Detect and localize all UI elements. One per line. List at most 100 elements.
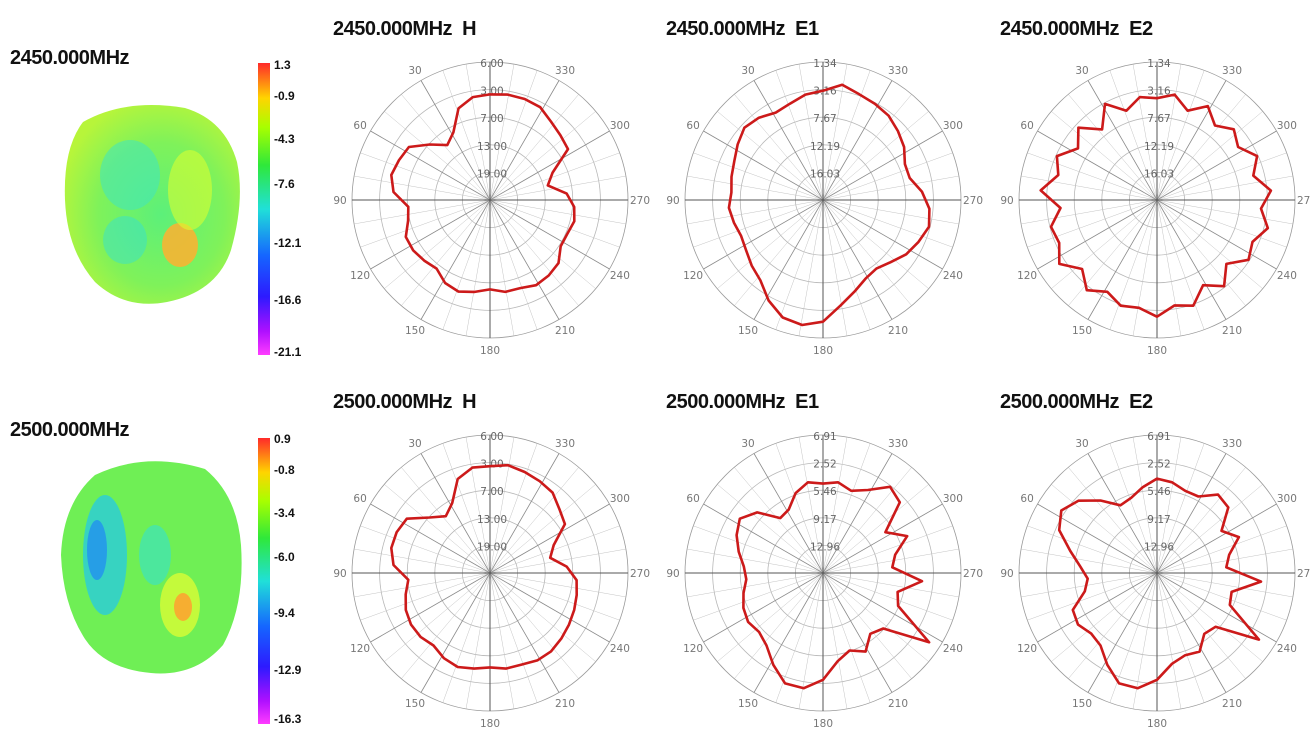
radial-tick-label: 6.91 [1147, 431, 1170, 443]
grid-spoke [822, 467, 912, 574]
grid-spoke [489, 80, 560, 201]
grid-spoke [370, 503, 491, 574]
grid-spoke [370, 130, 491, 201]
frequency-title: 2500.000MHz [10, 419, 130, 441]
colorbar-tick-label: -3.4 [274, 506, 295, 520]
heatmap-hot-region [174, 593, 192, 621]
grid-spoke [1156, 572, 1293, 598]
angle-tick-label: 150 [738, 698, 758, 710]
grid-spoke [822, 437, 848, 574]
grid-spoke [354, 199, 491, 225]
grid-spoke [360, 525, 491, 574]
heatmap-hot-region [162, 223, 198, 267]
grid-spoke [687, 572, 824, 598]
grid-spoke [1156, 199, 1277, 270]
grid-spoke [465, 199, 491, 336]
angle-tick-label: 330 [888, 438, 908, 450]
surface-heatmap [61, 461, 242, 674]
angle-tick-label: 330 [1222, 438, 1242, 450]
grid-spoke [1156, 152, 1287, 201]
grid-spoke [822, 70, 871, 201]
grid-spoke [1156, 199, 1227, 320]
polar-title: 2500.000MHz E2 [1000, 391, 1153, 413]
grid-spoke [753, 572, 824, 693]
grid-spoke [1027, 572, 1158, 621]
grid-spoke [703, 503, 824, 574]
heatmap-surface [64, 105, 240, 304]
angle-tick-label: 30 [741, 438, 754, 450]
angle-tick-label: 60 [1020, 120, 1033, 132]
colorbar-tick-label: -12.1 [274, 236, 302, 250]
angle-tick-label: 300 [943, 493, 963, 505]
radial-tick-label: 12.96 [1144, 541, 1174, 553]
grid-spoke [1156, 572, 1182, 709]
grid-spoke [775, 199, 824, 330]
grid-spoke [734, 572, 824, 679]
grid-spoke [822, 484, 929, 574]
radial-tick-label: 1.34 [1147, 58, 1171, 70]
grid-spoke [489, 199, 596, 289]
grid-spoke [822, 175, 959, 201]
grid-spoke [703, 130, 824, 201]
grid-spoke [384, 199, 491, 289]
grid-spoke [822, 443, 871, 574]
grid-spoke [1109, 199, 1158, 330]
grid-spoke [1037, 503, 1158, 574]
grid-spoke [693, 525, 824, 574]
grid-spoke [489, 453, 560, 574]
grid-spoke [1156, 572, 1205, 703]
grid-spoke [734, 94, 824, 201]
grid-spoke [1156, 572, 1263, 662]
angle-tick-label: 180 [1147, 345, 1167, 357]
grid-spoke [1021, 175, 1158, 201]
grid-spoke [1156, 572, 1246, 679]
angle-tick-label: 120 [350, 270, 370, 282]
grid-spoke [1068, 572, 1158, 679]
heatmap-cool-region [103, 216, 147, 264]
grid-spoke [822, 64, 848, 201]
angle-tick-label: 120 [1017, 270, 1037, 282]
angle-tick-label: 180 [813, 345, 833, 357]
angle-tick-label: 210 [888, 325, 908, 337]
angle-tick-label: 330 [555, 438, 575, 450]
radial-tick-label: 12.96 [810, 541, 840, 553]
grid-spoke [442, 443, 491, 574]
grid-spoke [822, 111, 929, 201]
angle-tick-label: 60 [1020, 493, 1033, 505]
radial-tick-label: 5.46 [1147, 486, 1171, 498]
grid-spoke [753, 453, 824, 574]
colorbar-tick-label: -7.6 [274, 177, 295, 191]
grid-spoke [1156, 111, 1263, 201]
grid-spoke [489, 130, 610, 201]
grid-spoke [489, 572, 560, 693]
colorbar-tick-label: -0.9 [274, 89, 295, 103]
grid-spoke [1156, 484, 1263, 574]
grid-spoke [384, 484, 491, 574]
grid-spoke [1027, 199, 1158, 248]
grid-spoke [734, 199, 824, 306]
grid-spoke [354, 175, 491, 201]
angle-tick-label: 60 [686, 120, 699, 132]
angle-tick-label: 240 [943, 643, 963, 655]
grid-spoke [822, 94, 912, 201]
grid-spoke [1132, 199, 1158, 336]
grid-spoke [401, 199, 491, 306]
angle-tick-label: 90 [1000, 568, 1013, 580]
grid-spoke [775, 70, 824, 201]
grid-spoke [822, 572, 848, 709]
angle-tick-label: 30 [741, 65, 754, 77]
grid-spoke [822, 199, 953, 248]
grid-spoke [822, 130, 943, 201]
grid-spoke [489, 572, 620, 621]
angle-tick-label: 300 [610, 493, 630, 505]
grid-spoke [822, 572, 959, 598]
radial-tick-label: 13.00 [477, 141, 507, 153]
grid-spoke [1087, 80, 1158, 201]
angle-tick-label: 210 [1222, 698, 1242, 710]
pattern-trace [390, 93, 576, 294]
grid-spoke [1156, 70, 1205, 201]
grid-spoke [1156, 453, 1227, 574]
grid-spoke [489, 199, 626, 225]
grid-spoke [420, 199, 491, 320]
grid-spoke [442, 572, 491, 703]
